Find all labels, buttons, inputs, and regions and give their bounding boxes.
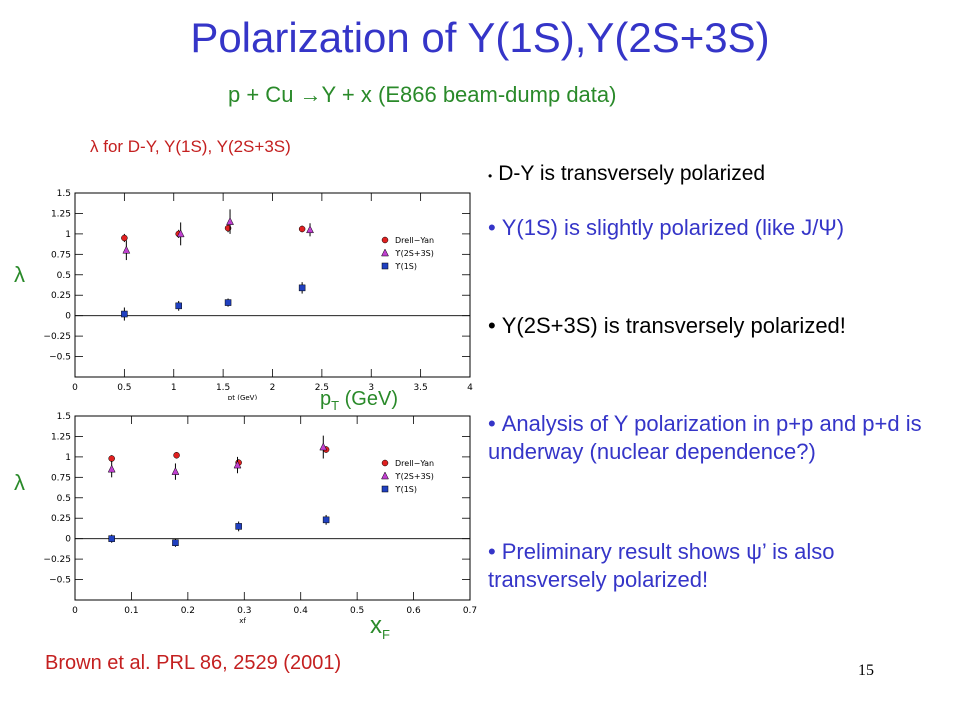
bullet-analysis-underway: • Analysis of Y polarization in p+p and p…: [488, 411, 922, 464]
pt-chart-xaxis-label: pt (GeV): [228, 394, 258, 400]
reference-citation: Brown et al. PRL 86, 2529 (2001): [45, 652, 342, 674]
bullet-y2s3s-polarized: • Y(2S+3S) is transversely polarized!: [488, 313, 846, 338]
xf-chart-point-y1s: [322, 516, 330, 524]
pt-chart-point-y2s3s: [176, 229, 185, 238]
xf-chart-legend-marker: [381, 471, 389, 480]
pt-chart-legend-label: Drell−Yan: [395, 236, 434, 245]
xf-chart-point-y1s: [108, 535, 115, 542]
bullet-psi-prime-result: • Preliminary result shows ψ’ is also tra…: [488, 539, 835, 592]
pt-chart-point-y1s: [121, 310, 128, 318]
xf-chart-frame: [74, 415, 471, 601]
pt-chart-xtick-label: 1.5: [216, 383, 230, 393]
pt-chart-ytick-label: −0.25: [43, 332, 71, 342]
pt-chart-point-y2s3s: [226, 217, 234, 225]
page-number: 15: [858, 662, 874, 679]
pt-chart-ytick-label: 0.25: [51, 291, 71, 301]
pt-chart-ytick-label: 1.5: [57, 189, 71, 199]
pt-axis-label: pT (GeV): [320, 388, 398, 413]
xf-chart-legend-label: ϒ(2S+3S): [395, 472, 434, 481]
slide-title: Polarization of Y(1S),Y(2S+3S): [190, 14, 770, 61]
pt-chart-ytick-label: 1: [65, 230, 71, 240]
xf-chart-xtick-label: 0.4: [294, 606, 309, 616]
pt-chart-legend-label: ϒ(1S): [395, 262, 417, 271]
pt-polarization-chart: −0.5 −0.25 0 0.25 0.5 0.75 1 1.25 1.5 0 0.5 1 1.5 2 2.…: [43, 189, 473, 400]
xf-chart-legend-label: Drell−Yan: [395, 459, 434, 468]
pt-chart-legend-label: ϒ(2S+3S): [395, 249, 434, 258]
lambda-label-top: λ: [14, 262, 25, 287]
pt-chart-ytick-label: 0.5: [57, 271, 71, 281]
xf-chart-legend-marker: [381, 459, 389, 467]
xf-chart-xtick-label: 0.3: [237, 606, 251, 616]
pt-chart-legend-marker: [381, 262, 389, 270]
pt-chart-point-y1s: [175, 302, 182, 310]
xf-chart-ytick-label: 1.25: [51, 432, 71, 442]
pt-chart-ytick-label: −0.5: [49, 353, 71, 363]
pt-chart-point-y1s: [224, 299, 232, 306]
xf-chart-point-drell-yan: [173, 452, 180, 459]
pt-chart-point-y1s: [298, 284, 306, 292]
xf-chart-ytick-label: 0.25: [51, 514, 71, 524]
pt-chart-frame: [74, 192, 471, 378]
bullet-y1s-polarized: • Y(1S) is slightly polarized (like J/Ψ): [488, 215, 845, 240]
xf-chart-xtick-label: 0.5: [350, 606, 364, 616]
xf-chart-legend-marker: [381, 485, 389, 493]
figure-caption: λ for D-Y, Y(1S), Y(2S+3S): [90, 137, 291, 156]
xf-chart-point-y2s3s: [319, 442, 328, 451]
slide-subtitle: p + Cu →Y + x (E866 beam-dump data): [228, 82, 617, 107]
pt-chart-legend-marker: [381, 236, 389, 244]
pt-chart-point-y2s3s: [122, 245, 131, 254]
xf-chart-ytick-label: 0.75: [51, 473, 71, 483]
pt-chart-xtick-label: 4: [467, 383, 473, 393]
pt-chart-xtick-label: 3.5: [413, 383, 427, 393]
pt-chart-xtick-label: 2.5: [315, 383, 329, 393]
xf-chart-xtick-label: 0.1: [124, 606, 138, 616]
xf-chart-point-drell-yan: [108, 455, 115, 462]
xf-chart-point-y1s: [172, 539, 179, 547]
pt-chart-point-drell-yan: [298, 225, 306, 233]
xf-chart-xtick-label: 0.6: [406, 606, 421, 616]
xf-chart-xtick-label: 0.7: [463, 606, 477, 616]
xf-chart-xtick-label: 0.2: [181, 606, 195, 616]
pt-chart-xtick-label: 3: [368, 383, 374, 393]
xf-chart-ytick-label: 0: [65, 535, 71, 545]
pt-chart-point-y2s3s: [306, 225, 314, 234]
xf-chart-ytick-label: 1: [65, 453, 71, 463]
xf-chart-legend-label: ϒ(1S): [395, 485, 417, 494]
xf-chart-ytick-label: 0.5: [57, 494, 71, 504]
pt-chart-legend-marker: [381, 248, 389, 257]
pt-chart-xtick-label: 0.5: [117, 383, 131, 393]
xf-polarization-chart: −0.5 −0.25 0 0.25 0.5 0.75 1 1.25 1.5 0 0.1 0.2 0.3 0…: [43, 412, 477, 623]
xf-chart-ytick-label: −0.5: [49, 576, 71, 586]
xf-chart-point-y2s3s: [171, 467, 180, 475]
pt-chart-ytick-label: 0: [65, 312, 71, 322]
xf-chart-point-y2s3s: [233, 460, 242, 469]
xf-chart-ytick-label: 1.5: [57, 412, 71, 422]
xf-chart-ytick-label: −0.25: [43, 555, 71, 565]
pt-chart-point-drell-yan: [121, 234, 128, 242]
lambda-label-bottom: λ: [14, 470, 25, 495]
xf-chart-xaxis-label: xf: [239, 617, 246, 623]
xf-chart-point-y2s3s: [107, 464, 116, 473]
pt-chart-ytick-label: 1.25: [51, 209, 71, 219]
pt-chart-xtick-label: 1: [171, 383, 177, 393]
xf-axis-label: xF: [370, 612, 390, 642]
pt-chart-ytick-label: 0.75: [51, 250, 71, 260]
bullet-dy-polarized: • D-Y is transversely polarized: [488, 162, 766, 185]
pt-chart-xtick-label: 2: [270, 383, 276, 393]
pt-chart-xtick-label: 0: [72, 383, 78, 393]
xf-chart-point-y1s: [235, 523, 242, 530]
xf-chart-xtick-label: 0: [72, 606, 78, 616]
